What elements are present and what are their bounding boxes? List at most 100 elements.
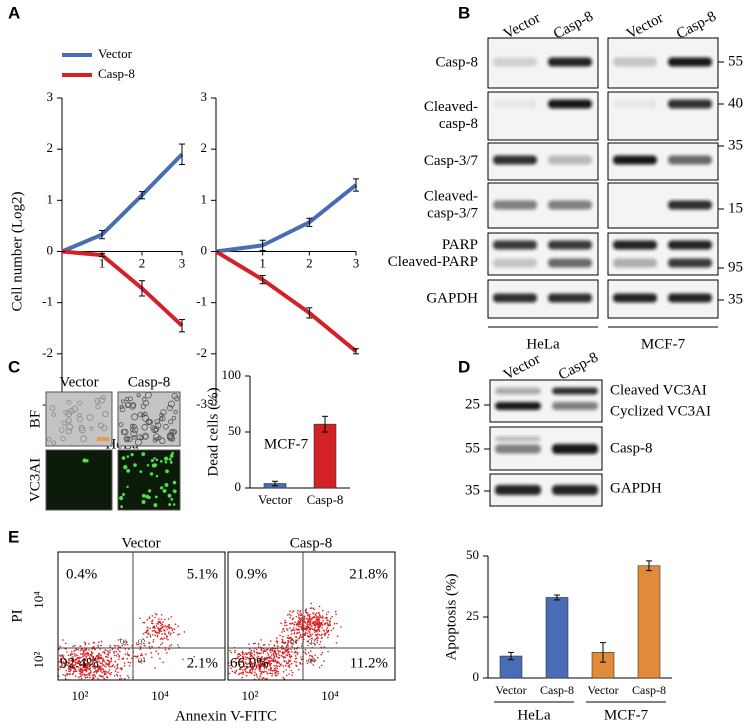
event-dot xyxy=(315,624,318,626)
cell xyxy=(66,423,74,431)
event-dot xyxy=(71,660,74,662)
event-dot xyxy=(93,648,96,650)
event-dot xyxy=(97,646,99,648)
event-dot xyxy=(100,640,103,643)
group-label: HeLa xyxy=(517,707,551,723)
event-dot xyxy=(77,648,80,651)
size-marker: 15 xyxy=(728,200,743,216)
event-dot xyxy=(104,656,107,658)
x-tick-label: 10⁴ xyxy=(151,688,169,703)
event-dot xyxy=(261,670,264,673)
event-dot xyxy=(315,634,318,636)
event-dot xyxy=(77,661,79,663)
event-dot xyxy=(307,625,310,628)
event-dot xyxy=(147,632,150,635)
event-dot xyxy=(82,655,84,658)
event-dot xyxy=(234,649,236,652)
event-dot xyxy=(155,613,158,616)
event-dot xyxy=(293,651,296,654)
event-dot xyxy=(236,656,239,659)
event-dot xyxy=(143,621,146,624)
event-dot xyxy=(286,643,289,646)
event-dot xyxy=(318,620,320,623)
event-dot xyxy=(177,633,179,636)
event-dot xyxy=(256,664,258,667)
event-dot xyxy=(70,660,72,662)
event-dot xyxy=(300,618,303,621)
event-dot xyxy=(150,656,153,659)
blot xyxy=(607,279,719,319)
blot xyxy=(489,473,603,507)
event-dot xyxy=(70,667,72,669)
blot-band xyxy=(495,402,541,410)
event-dot xyxy=(286,654,289,657)
event-dot xyxy=(61,654,63,656)
event-dot xyxy=(128,654,130,656)
event-dot xyxy=(100,654,102,657)
event-dot xyxy=(145,653,147,655)
event-dot xyxy=(91,678,94,680)
event-dot xyxy=(52,666,54,668)
event-dot xyxy=(71,658,74,661)
event-dot xyxy=(156,622,158,625)
event-dot xyxy=(120,668,123,671)
event-dot xyxy=(255,674,258,676)
event-dot xyxy=(124,653,127,655)
fluorescent-cell xyxy=(172,480,177,485)
event-dot xyxy=(81,659,84,662)
event-dot xyxy=(275,670,278,672)
error-bar xyxy=(554,594,560,601)
event-dot xyxy=(290,655,293,657)
event-dot xyxy=(84,669,87,672)
event-dot xyxy=(290,636,292,639)
event-dot xyxy=(53,659,55,661)
event-dot xyxy=(310,634,312,637)
event-dot xyxy=(49,666,51,668)
event-dot xyxy=(69,654,72,657)
event-dot xyxy=(152,641,155,643)
event-dot xyxy=(299,663,302,665)
event-dot xyxy=(103,677,105,680)
event-dot xyxy=(238,652,240,655)
event-dot xyxy=(157,618,160,620)
event-dot xyxy=(68,673,71,676)
event-dot xyxy=(314,626,317,629)
event-dot xyxy=(88,656,91,658)
event-dot xyxy=(259,659,261,661)
event-dot xyxy=(283,622,286,624)
event-dot xyxy=(305,653,308,655)
event-dot xyxy=(159,620,161,623)
series-line xyxy=(215,183,358,254)
event-dot xyxy=(329,617,332,620)
event-dot xyxy=(300,614,303,616)
event-dot xyxy=(193,655,196,658)
event-dot xyxy=(233,671,236,674)
event-dot xyxy=(306,614,309,617)
event-dot xyxy=(313,608,316,611)
event-dot xyxy=(274,652,276,654)
blot-band xyxy=(493,155,537,165)
event-dot xyxy=(138,660,140,663)
x-tick-label: Casp-8 xyxy=(632,683,666,697)
event-dot xyxy=(81,653,84,656)
event-dot xyxy=(281,645,283,648)
event-dot xyxy=(59,665,61,668)
cell xyxy=(131,434,137,440)
event-dot xyxy=(270,668,273,670)
event-dot xyxy=(306,640,309,643)
event-dot xyxy=(309,655,311,657)
event-dot xyxy=(230,667,232,670)
cell xyxy=(131,413,139,421)
event-dot xyxy=(131,657,133,660)
event-dot xyxy=(309,650,312,652)
blot-band xyxy=(548,99,592,109)
event-dot xyxy=(170,632,172,635)
event-dot xyxy=(75,648,78,651)
event-dot xyxy=(327,634,330,636)
event-dot xyxy=(110,658,112,661)
event-dot xyxy=(243,658,245,660)
event-dot xyxy=(153,629,156,632)
event-dot xyxy=(289,653,291,656)
event-dot xyxy=(253,674,256,676)
